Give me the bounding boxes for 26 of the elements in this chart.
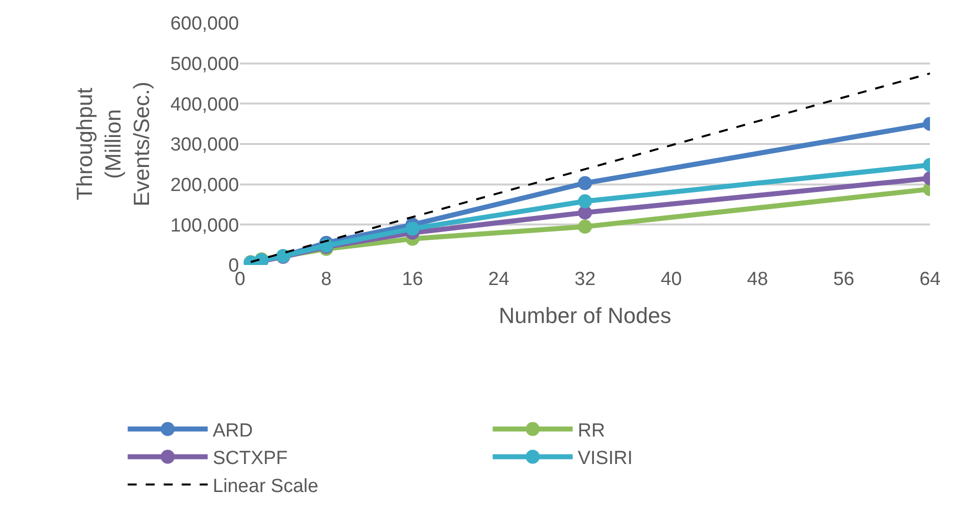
- x-tick-label: 16: [402, 269, 424, 290]
- x-tick-label: 56: [833, 269, 854, 290]
- y-tick-label: 500,000: [170, 54, 239, 75]
- legend-label: Linear Scale: [212, 476, 318, 497]
- point: [578, 194, 592, 208]
- x-tick-label: 24: [488, 269, 510, 290]
- y-tick-label: 100,000: [170, 215, 239, 236]
- x-tick-label: 48: [746, 269, 768, 290]
- x-axis-title: Number of Nodes: [498, 302, 672, 328]
- y-tick-label: 300,000: [170, 134, 239, 156]
- point: [578, 206, 592, 220]
- point: [578, 220, 592, 234]
- x-tick-label: 32: [574, 269, 596, 290]
- x-tick-label: 8: [320, 269, 332, 290]
- y-tick-label: 200,000: [170, 174, 239, 196]
- legend-label: VISIRI: [578, 448, 633, 470]
- y-tick-label: 400,000: [170, 94, 239, 116]
- y-tick-label: 600,000: [170, 14, 239, 35]
- legend-label: RR: [578, 420, 606, 442]
- legend-label: ARD: [212, 420, 253, 442]
- point: [406, 222, 420, 236]
- legend-label: SCTXPF: [212, 448, 288, 470]
- y-axis-title: Throughput (Million Events/Sec.): [72, 82, 154, 206]
- point: [578, 176, 592, 190]
- x-tick-label: 40: [660, 269, 682, 290]
- x-tick-label: 64: [919, 269, 941, 290]
